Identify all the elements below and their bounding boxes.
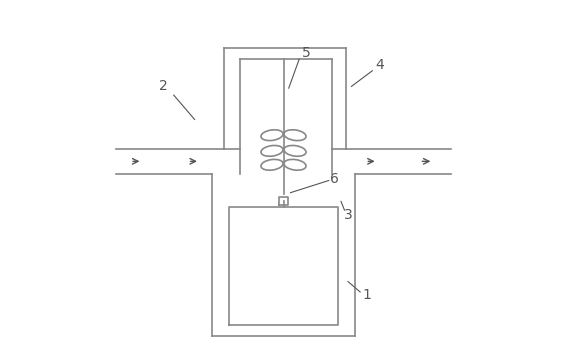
Text: 5: 5 [302, 46, 311, 60]
Text: 6: 6 [329, 172, 338, 186]
Text: 2: 2 [159, 79, 168, 93]
Text: 3: 3 [344, 208, 352, 222]
Text: 4: 4 [375, 58, 384, 73]
Text: 1: 1 [363, 289, 371, 302]
